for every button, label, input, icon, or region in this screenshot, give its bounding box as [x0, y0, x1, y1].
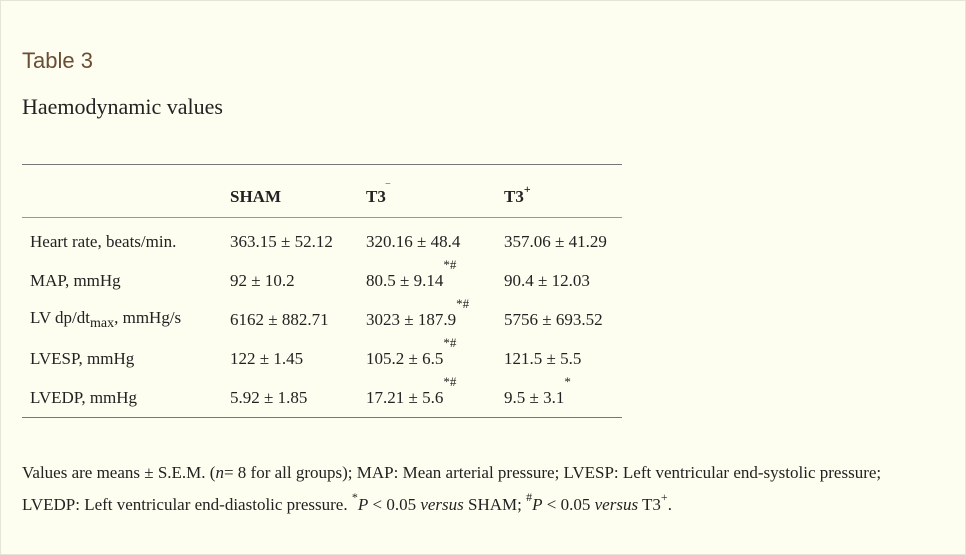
header-sham: SHAM — [230, 164, 366, 218]
table-footnote: Values are means ± S.E.M. (n= 8 for all … — [22, 460, 942, 517]
table-row: LVEDP, mmHg 5.92 ± 1.85 17.21 ± 5.6 *# 9.… — [22, 374, 622, 418]
cell-t3-plus-value: 5756 ± 693.52 — [504, 309, 603, 329]
row-label: LVESP, mmHg — [30, 348, 135, 368]
footnote-text: < 0.05 — [542, 495, 595, 514]
cell-t3-plus-value: 9.5 ± 3.1 — [504, 387, 565, 407]
table-row: Heart rate, beats/min. 363.15 ± 52.12 32… — [22, 218, 622, 262]
row-label-post: , mmHg/s — [114, 307, 182, 327]
significance-mark: *# — [443, 334, 457, 350]
footnote-p: P — [357, 495, 369, 514]
header-t3-minus-base: T3 — [366, 187, 386, 206]
cell-sham: 363.15 ± 52.12 — [230, 231, 333, 251]
cell-t3-minus-value: 320.16 ± 48.4 — [366, 231, 461, 251]
cell-t3-minus-value: 105.2 ± 6.5 — [366, 348, 444, 368]
row-label-pre: LV dp/dt — [30, 307, 90, 327]
haemodynamic-table: SHAM T3‾ T3+ Heart rate, beats/min. 363.… — [22, 164, 622, 418]
cell-t3-minus: 3023 ± 187.9 *# — [366, 296, 504, 339]
cell-t3-plus: 5756 ± 693.52 — [504, 300, 622, 339]
row-label: LVEDP, mmHg — [22, 378, 230, 418]
table-row: LVESP, mmHg 122 ± 1.45 105.2 ± 6.5 *# 121… — [22, 335, 622, 378]
cell-t3-minus: 80.5 ± 9.14 *# — [366, 257, 504, 300]
table-row: MAP, mmHg 92 ± 10.2 80.5 ± 9.14 *# 90.4 ±… — [22, 257, 622, 300]
footnote-p: P — [532, 495, 543, 514]
significance-mark: *# — [456, 295, 470, 311]
significance-mark: *# — [443, 373, 457, 389]
header-t3-plus-base: T3 — [504, 187, 524, 206]
table-title: Haemodynamic values — [22, 94, 223, 119]
footnote-text: Values are means ± S.E.M. ( — [22, 463, 216, 482]
cell-t3-plus: 121.5 ± 5.5 — [504, 339, 622, 378]
cell-t3-minus-value: 80.5 ± 9.14 — [366, 270, 444, 290]
header-t3-minus: T3‾ — [366, 164, 504, 218]
footnote-text: < 0.05 — [368, 495, 421, 514]
header-empty — [22, 164, 230, 218]
cell-t3-minus-value: 3023 ± 187.9 — [366, 309, 457, 329]
cell-t3-plus: 357.06 ± 41.29 — [504, 218, 622, 262]
table-header-row: SHAM T3‾ T3+ — [22, 164, 622, 218]
row-label: Heart rate, beats/min. — [30, 231, 177, 251]
cell-t3-plus: 9.5 ± 3.1 * — [504, 374, 622, 418]
cell-t3-minus: 17.21 ± 5.6 *# — [366, 374, 504, 418]
cell-t3-minus-value: 17.21 ± 5.6 — [366, 387, 444, 407]
header-t3-plus-sup: + — [523, 182, 531, 196]
cell-sham: 122 ± 1.45 — [230, 348, 304, 368]
header-t3-plus: T3+ — [504, 164, 622, 218]
cell-sham: 6162 ± 882.71 — [230, 309, 329, 329]
footnote-text: T3 — [638, 495, 661, 514]
footnote-hash: # — [526, 490, 533, 504]
footnote-versus: versus — [594, 495, 639, 514]
row-label: MAP, mmHg — [30, 270, 121, 290]
footnote-n: n — [215, 463, 224, 482]
cell-t3-plus-value: 90.4 ± 12.03 — [504, 270, 590, 290]
significance-mark: * — [564, 373, 571, 389]
significance-mark: *# — [443, 256, 457, 272]
cell-t3-plus-value: 357.06 ± 41.29 — [504, 231, 607, 251]
footnote-text: = 8 for all groups); MAP: Mean arterial … — [22, 463, 882, 514]
header-t3-minus-sup: ‾ — [385, 182, 390, 196]
footnote-versus: versus — [420, 495, 464, 514]
row-label-sub: max — [90, 315, 115, 331]
cell-t3-minus: 105.2 ± 6.5 *# — [366, 335, 504, 378]
footnote-t3-sup: + — [660, 490, 668, 504]
footnote-text: . — [667, 495, 672, 514]
table-label: Table 3 — [22, 48, 93, 73]
cell-t3-plus: 90.4 ± 12.03 — [504, 261, 622, 300]
cell-sham: 92 ± 10.2 — [230, 270, 295, 290]
cell-sham: 5.92 ± 1.85 — [230, 378, 366, 418]
table-row: LV dp/dtmax, mmHg/s 6162 ± 882.71 3023 ±… — [22, 296, 622, 339]
cell-t3-plus-value: 121.5 ± 5.5 — [504, 348, 582, 368]
cell-t3-minus: 320.16 ± 48.4 — [366, 218, 504, 262]
footnote-text: SHAM; — [463, 495, 527, 514]
footnote-star: * — [351, 490, 358, 504]
row-label: LV dp/dtmax, mmHg/s — [22, 300, 230, 339]
